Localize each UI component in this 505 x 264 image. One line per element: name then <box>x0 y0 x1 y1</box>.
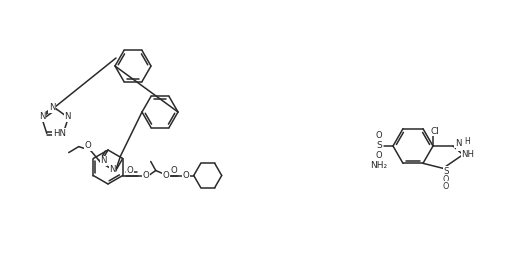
Text: O: O <box>376 152 382 161</box>
Text: HN: HN <box>53 129 66 138</box>
Text: O: O <box>170 166 177 175</box>
Text: H: H <box>464 137 470 146</box>
Text: N: N <box>49 103 55 112</box>
Text: H: H <box>456 142 462 150</box>
Text: O: O <box>162 171 169 180</box>
Text: O: O <box>126 166 133 175</box>
Text: Cl: Cl <box>431 126 439 135</box>
Text: NH: NH <box>462 150 475 159</box>
Text: NH₂: NH₂ <box>371 162 387 171</box>
Text: O: O <box>443 182 449 191</box>
Text: N: N <box>39 112 46 121</box>
Text: O: O <box>182 171 189 180</box>
Text: N: N <box>109 164 116 174</box>
Text: O: O <box>376 131 382 140</box>
Text: O: O <box>84 141 91 150</box>
Text: N: N <box>64 112 71 121</box>
Text: S: S <box>376 142 382 150</box>
Text: O: O <box>443 175 449 184</box>
Text: N: N <box>100 156 107 165</box>
Text: O: O <box>142 171 149 180</box>
Text: S: S <box>443 167 449 176</box>
Text: N: N <box>454 139 461 148</box>
